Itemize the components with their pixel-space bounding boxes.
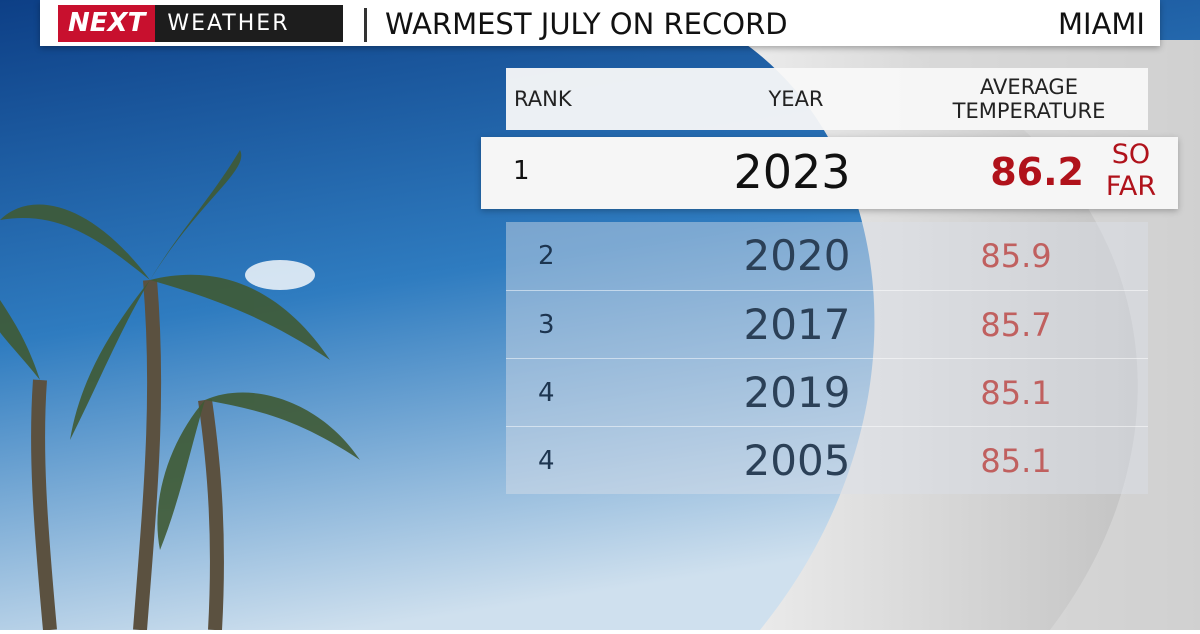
divider	[364, 8, 367, 42]
note: FAR	[1105, 171, 1157, 202]
logo: NEXT WEATHER	[58, 5, 343, 42]
temperature: 85.1	[980, 442, 1052, 480]
title: WARMEST JULY ON RECORD	[385, 7, 788, 41]
logo-next: NEXT	[58, 5, 156, 42]
year: 2017	[743, 300, 851, 349]
column-header: RANK	[514, 87, 572, 111]
location: MIAMI	[1058, 7, 1145, 41]
column-header: YEAR	[768, 87, 824, 111]
temperature: 85.7	[980, 306, 1052, 344]
temperature: 85.1	[980, 374, 1052, 412]
top-row: 1 2023 86.2 SO FAR	[481, 137, 1178, 209]
table-row: 3 2017 85.7	[506, 290, 1148, 359]
table-header: RANK YEAR AVERAGE TEMPERATURE	[506, 68, 1148, 130]
rank: 4	[538, 446, 555, 476]
year: 2005	[743, 436, 851, 485]
temperature: 86.2	[990, 150, 1084, 194]
table-row: 4 2019 85.1	[506, 358, 1148, 427]
logo-weather: WEATHER	[167, 11, 290, 36]
note: SO	[1111, 139, 1151, 170]
rank: 2	[538, 241, 555, 271]
rank: 4	[538, 378, 555, 408]
table-row: 2 2020 85.9	[506, 222, 1148, 290]
year: 2019	[743, 368, 851, 417]
year: 2020	[743, 231, 851, 280]
rank: 3	[538, 310, 555, 340]
rank: 1	[513, 156, 530, 186]
column-header: AVERAGE TEMPERATURE	[952, 75, 1106, 123]
year: 2023	[733, 145, 851, 199]
temperature: 85.9	[980, 237, 1052, 275]
table-row: 4 2005 85.1	[506, 426, 1148, 495]
table-body: 2 2020 85.9 3 2017 85.7 4 2019 85.1 4 2005 85.1	[506, 222, 1148, 494]
